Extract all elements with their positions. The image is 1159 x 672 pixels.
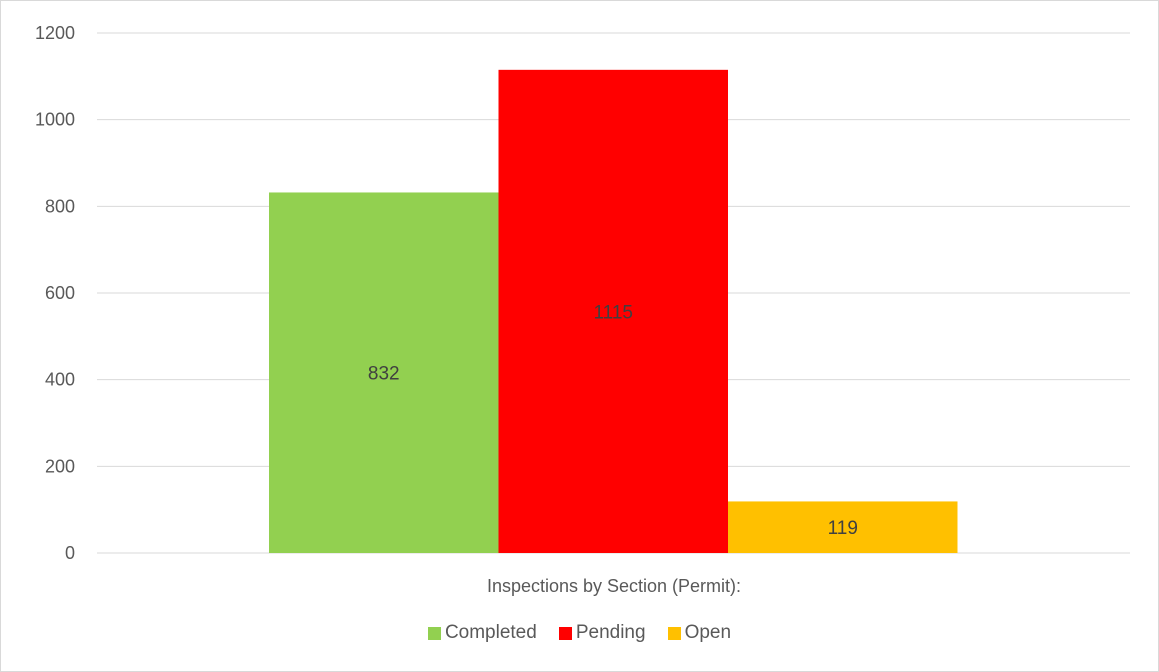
y-tick-label-1200: 1200	[35, 23, 75, 43]
category-label: Inspections by Section (Permit):	[487, 576, 741, 596]
legend-swatch-completed	[427, 626, 441, 640]
data-labels: 832 1115 119	[368, 302, 858, 539]
y-tick-label-400: 400	[45, 370, 75, 390]
legend-label-pending: Pending	[575, 622, 646, 643]
bar-chart: 0 200 400 600 800 1000 1200 832 1115 119 Inspect…	[35, 23, 1130, 596]
data-label-completed: 832	[368, 364, 400, 385]
bar-completed	[269, 192, 499, 553]
bars	[269, 69, 958, 553]
y-axis-ticks: 0 200 400 600 800 1000 1200	[35, 23, 75, 563]
y-tick-label-600: 600	[45, 283, 75, 303]
bar-pending	[498, 69, 728, 553]
data-label-open: 119	[828, 518, 858, 539]
legend-item-pending: Pending	[558, 622, 646, 644]
y-tick-label-800: 800	[45, 196, 75, 216]
legend: Completed Pending Open	[0, 622, 1159, 644]
y-tick-label-200: 200	[45, 456, 75, 476]
y-tick-label-0: 0	[65, 543, 75, 563]
data-label-pending: 1115	[594, 302, 633, 323]
legend-swatch-pending	[558, 626, 572, 640]
legend-item-completed: Completed	[427, 622, 537, 644]
y-tick-label-1000: 1000	[35, 110, 75, 130]
legend-item-open: Open	[667, 622, 732, 644]
legend-label-completed: Completed	[444, 622, 537, 643]
bar-open	[728, 501, 958, 553]
legend-swatch-open	[667, 626, 681, 640]
legend-label-open: Open	[684, 622, 732, 643]
